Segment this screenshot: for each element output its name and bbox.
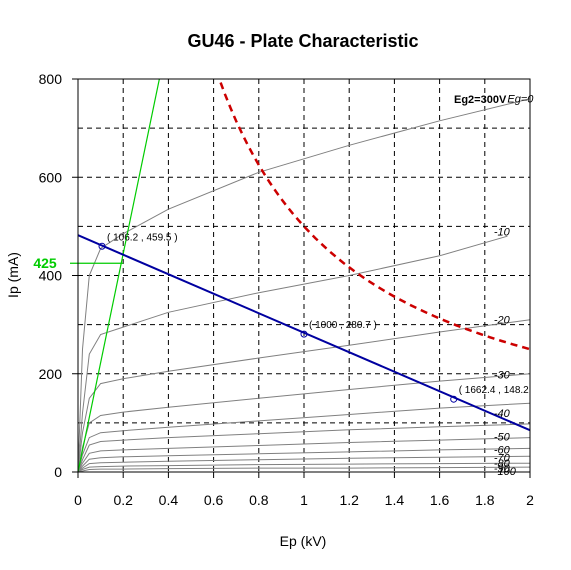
plate-curve <box>78 455 530 472</box>
plate-curve <box>78 462 530 472</box>
plot-area: 425 0 0.2 0.4 0.6 0.8 1 1.2 1.4 1.6 1.8 2 0 200 400 600… <box>33 71 534 508</box>
x-tick-label: 1.2 <box>339 492 359 508</box>
x-tick-label: 0.8 <box>249 492 269 508</box>
green-marker-label: 425 <box>33 255 57 271</box>
plate-curve <box>78 423 530 472</box>
curve-label: -50 <box>494 432 511 444</box>
y-tick-label: 800 <box>39 71 63 87</box>
x-tick-label: 1.8 <box>475 492 495 508</box>
x-axis-label: Ep (kV) <box>280 533 327 549</box>
x-tick-label: 1.6 <box>430 492 450 508</box>
operating-point-marker <box>450 395 458 403</box>
x-tick-label: 0 <box>74 492 82 508</box>
operating-point-label: ( 1662.4 , 148.2 <box>459 385 529 396</box>
plate-curve <box>78 235 508 472</box>
y-tick-label: 400 <box>39 268 63 284</box>
plate-curve <box>78 437 530 472</box>
plot-curves <box>78 79 530 472</box>
curve-label: -100 <box>494 466 517 478</box>
curve-label: -70 <box>494 452 511 464</box>
plate-curve <box>78 319 530 472</box>
operating-point-label: ( 106.2 , 459.5 ) <box>107 232 178 243</box>
plate-curve <box>78 402 530 472</box>
plate-curve <box>78 447 530 472</box>
curve-label: Eg=0 <box>507 94 534 106</box>
plate-curve <box>78 466 530 472</box>
x-tick-label: 0.6 <box>204 492 224 508</box>
x-tick-label: 0.2 <box>113 492 133 508</box>
curve-label: -90 <box>494 463 511 475</box>
y-tick-label: 600 <box>39 169 63 185</box>
x-tick-label: 1 <box>300 492 308 508</box>
chart-title: GU46 - Plate Characteristic <box>187 31 418 51</box>
x-tick-label: 2 <box>526 492 534 508</box>
operating-point-marker <box>98 242 106 250</box>
plate-curve <box>78 98 530 472</box>
curve-label: -80 <box>494 458 511 470</box>
y-axis-label: Ip (mA) <box>5 252 21 298</box>
y-tick-label: 200 <box>39 366 63 382</box>
green-line <box>78 79 160 472</box>
dissipation-curve <box>217 79 530 351</box>
curve-label: -10 <box>494 226 511 238</box>
curve-label: -20 <box>494 315 511 327</box>
operating-point-label: ( 1000 , 280.7 ) <box>309 320 377 331</box>
curve-label: -60 <box>494 444 511 456</box>
x-tick-label: 0.4 <box>159 492 179 508</box>
operating-point-marker <box>300 330 308 338</box>
curve-label: -40 <box>494 408 511 420</box>
load-line <box>78 234 530 432</box>
y-tick-label: 0 <box>54 464 62 480</box>
screen-grid-annotation: Eg2=300V <box>454 94 507 106</box>
x-tick-label: 1.4 <box>385 492 405 508</box>
curve-label: -30 <box>494 370 511 382</box>
